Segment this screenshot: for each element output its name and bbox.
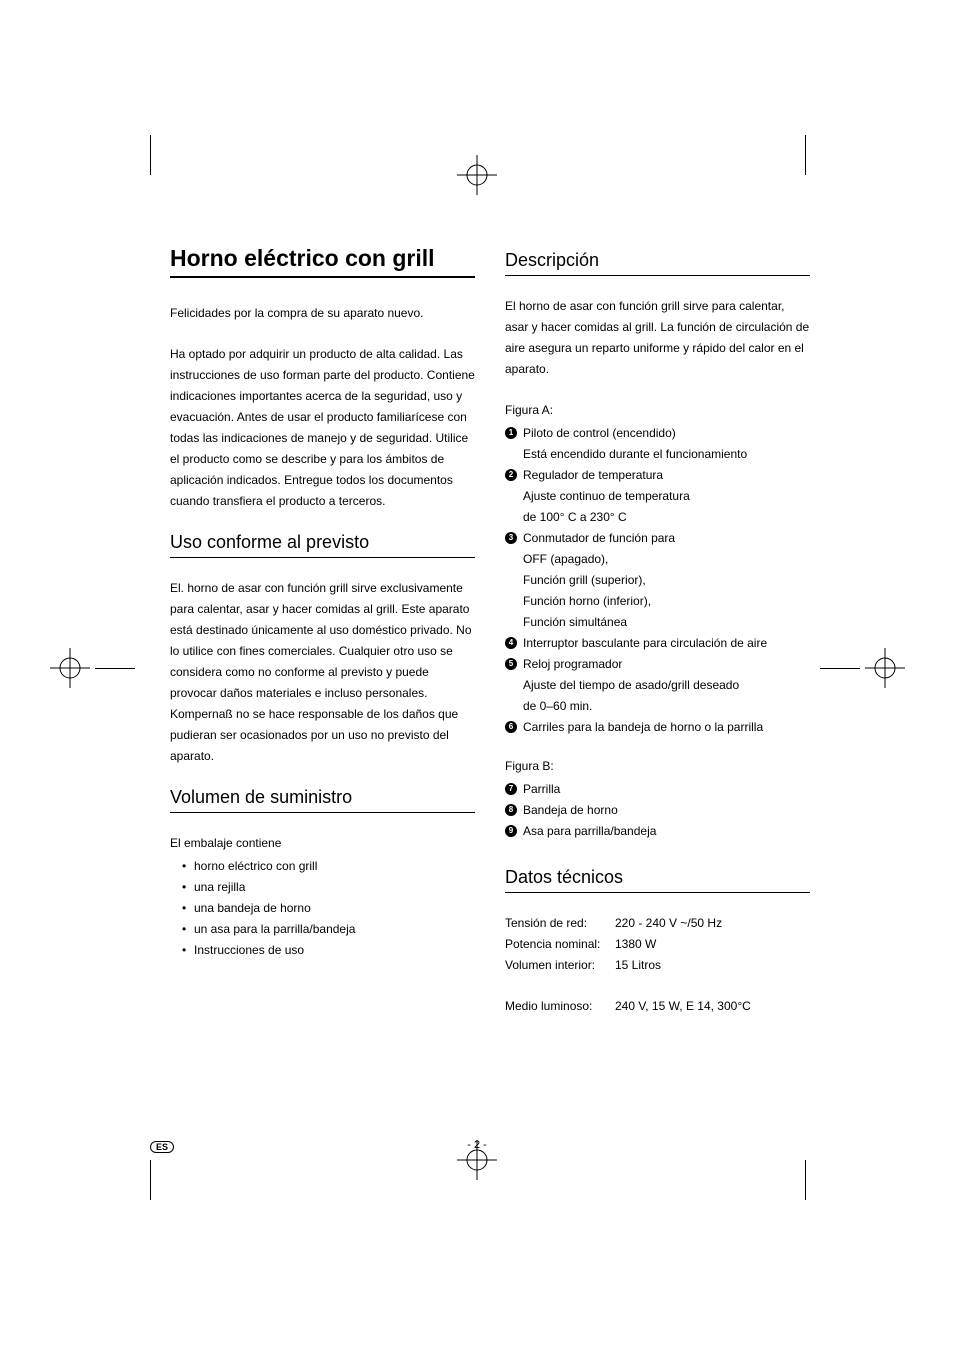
tech-label: Potencia nominal: (505, 934, 615, 955)
list-item: una rejilla (170, 877, 475, 898)
crop-mark (150, 1160, 151, 1200)
tech-row: Volumen interior: 15 Litros (505, 955, 810, 976)
item-number-icon: 1 (505, 427, 517, 439)
left-column: Horno eléctrico con grill Felicidades po… (170, 245, 475, 1017)
tech-label: Volumen interior: (505, 955, 615, 976)
tech-value: 220 - 240 V ~/50 Hz (615, 913, 722, 934)
list-item: un asa para la parrilla/bandeja (170, 919, 475, 940)
list-item: 7 Parrilla (505, 779, 810, 800)
tech-value: 240 V, 15 W, E 14, 300°C (615, 996, 751, 1017)
registration-mark-right (865, 648, 905, 688)
item-number-icon: 2 (505, 469, 517, 481)
volumen-intro: El embalaje contiene (170, 833, 475, 854)
page-number: - 2 - (0, 1139, 954, 1151)
tech-value: 15 Litros (615, 955, 661, 976)
item-sub: de 100° C a 230° C (523, 507, 810, 528)
page-content: Horno eléctrico con grill Felicidades po… (170, 245, 810, 1017)
item-sub: Ajuste del tiempo de asado/grill deseado (523, 675, 810, 696)
registration-mark-top (457, 155, 497, 195)
item-title: Regulador de temperatura (523, 468, 663, 482)
crop-mark (95, 668, 135, 669)
list-item: 6 Carriles para la bandeja de horno o la… (505, 717, 810, 738)
item-title: Interruptor basculante para circulación … (523, 636, 767, 650)
item-sub: Función horno (inferior), (523, 591, 810, 612)
item-content: Regulador de temperatura Ajuste continuo… (523, 465, 810, 528)
item-content: Carriles para la bandeja de horno o la p… (523, 717, 810, 738)
volumen-list: horno eléctrico con grill una rejilla un… (170, 856, 475, 961)
list-item: 8 Bandeja de horno (505, 800, 810, 821)
right-column: Descripción El horno de asar con función… (505, 245, 810, 1017)
list-item: 3 Conmutador de función para OFF (apagad… (505, 528, 810, 633)
intro-paragraph-1: Felicidades por la compra de su aparato … (170, 303, 475, 324)
item-content: Interruptor basculante para circulación … (523, 633, 810, 654)
list-item: 4 Interruptor basculante para circulació… (505, 633, 810, 654)
crop-mark (150, 135, 151, 175)
item-content: Piloto de control (encendido) Está encen… (523, 423, 810, 465)
tech-row: Medio luminoso: 240 V, 15 W, E 14, 300°C (505, 996, 810, 1017)
main-title: Horno eléctrico con grill (170, 245, 475, 278)
item-title: Bandeja de horno (523, 800, 810, 821)
list-item: Instrucciones de uso (170, 940, 475, 961)
descripcion-title: Descripción (505, 250, 810, 276)
list-item: 5 Reloj programador Ajuste del tiempo de… (505, 654, 810, 717)
registration-mark-left (50, 648, 90, 688)
item-number-icon: 7 (505, 783, 517, 795)
item-number-icon: 6 (505, 721, 517, 733)
uso-text: El. horno de asar con función grill sirv… (170, 578, 475, 767)
item-number-icon: 9 (505, 825, 517, 837)
crop-mark (805, 1160, 806, 1200)
item-number-icon: 3 (505, 532, 517, 544)
item-sub: Función simultánea (523, 612, 810, 633)
item-title: Reloj programador (523, 657, 622, 671)
datos-title: Datos técnicos (505, 867, 810, 893)
item-content: Conmutador de función para OFF (apagado)… (523, 528, 810, 633)
figura-a-list: 1 Piloto de control (encendido) Está enc… (505, 423, 810, 738)
tech-row: Potencia nominal: 1380 W (505, 934, 810, 955)
item-title: Parrilla (523, 779, 810, 800)
uso-title: Uso conforme al previsto (170, 532, 475, 558)
figura-b-list: 7 Parrilla 8 Bandeja de horno 9 Asa para… (505, 779, 810, 842)
item-title: Asa para parrilla/bandeja (523, 821, 810, 842)
item-title: Conmutador de función para (523, 531, 675, 545)
item-number-icon: 8 (505, 804, 517, 816)
descripcion-intro: El horno de asar con función grill sirve… (505, 296, 810, 380)
list-item: 1 Piloto de control (encendido) Está enc… (505, 423, 810, 465)
item-sub: Ajuste continuo de temperatura (523, 486, 810, 507)
figura-a-label: Figura A: (505, 400, 810, 421)
item-title: Piloto de control (encendido) (523, 426, 676, 440)
item-content: Reloj programador Ajuste del tiempo de a… (523, 654, 810, 717)
volumen-title: Volumen de suministro (170, 787, 475, 813)
crop-mark (820, 668, 860, 669)
crop-mark (805, 135, 806, 175)
item-sub: Está encendido durante el funcionamiento (523, 444, 810, 465)
intro-paragraph-2: Ha optado por adquirir un producto de al… (170, 344, 475, 512)
item-sub: de 0–60 min. (523, 696, 810, 717)
list-item: una bandeja de horno (170, 898, 475, 919)
tech-data: Tensión de red: 220 - 240 V ~/50 Hz Pote… (505, 913, 810, 1017)
figura-b-label: Figura B: (505, 756, 810, 777)
tech-label: Medio luminoso: (505, 996, 615, 1017)
item-sub: OFF (apagado), (523, 549, 810, 570)
list-item: 2 Regulador de temperatura Ajuste contin… (505, 465, 810, 528)
list-item: 9 Asa para parrilla/bandeja (505, 821, 810, 842)
tech-label: Tensión de red: (505, 913, 615, 934)
item-title: Carriles para la bandeja de horno o la p… (523, 720, 763, 734)
item-number-icon: 5 (505, 658, 517, 670)
tech-row: Tensión de red: 220 - 240 V ~/50 Hz (505, 913, 810, 934)
tech-value: 1380 W (615, 934, 656, 955)
list-item: horno eléctrico con grill (170, 856, 475, 877)
item-sub: Función grill (superior), (523, 570, 810, 591)
item-number-icon: 4 (505, 637, 517, 649)
